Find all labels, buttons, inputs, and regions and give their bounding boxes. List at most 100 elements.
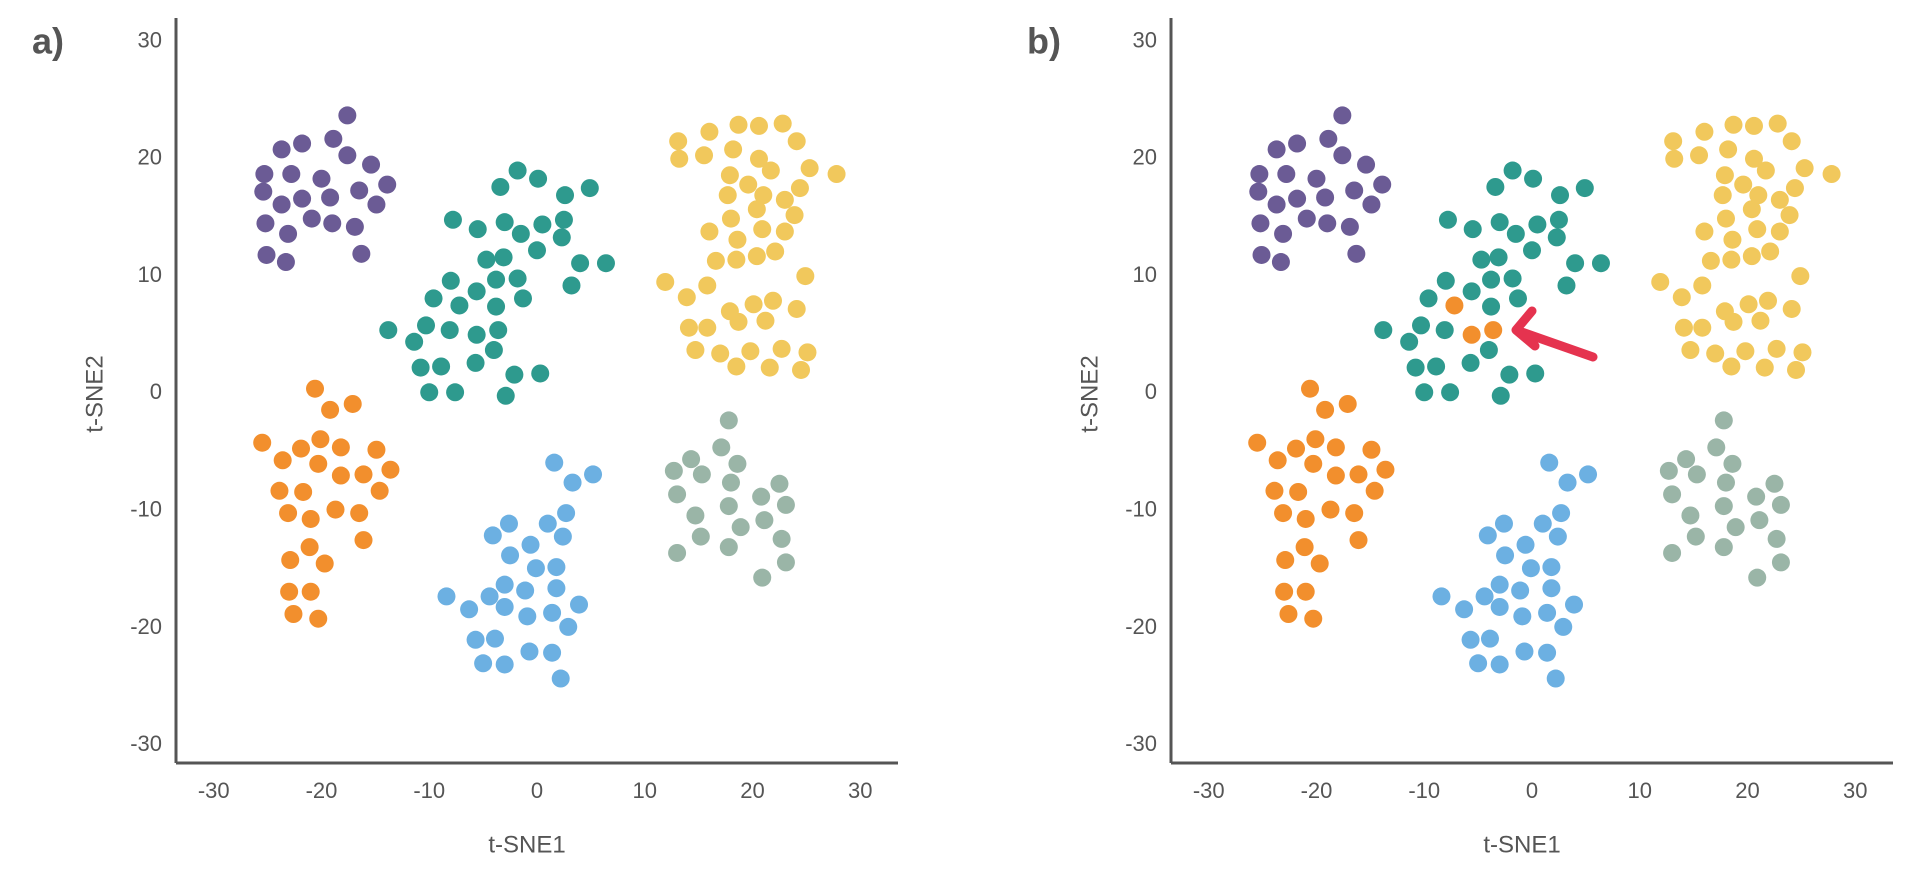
y-tick-label: 30 <box>138 27 162 52</box>
point <box>1693 276 1712 295</box>
point <box>1558 473 1577 492</box>
point <box>1765 474 1784 493</box>
point <box>1542 558 1561 577</box>
point <box>1552 504 1571 523</box>
point <box>1435 321 1454 340</box>
point <box>1275 582 1294 601</box>
point <box>474 654 493 673</box>
point <box>749 116 768 135</box>
point <box>554 210 573 229</box>
point <box>1432 587 1451 606</box>
point <box>1540 453 1559 472</box>
point <box>773 114 792 133</box>
point <box>1271 253 1290 272</box>
point <box>1491 386 1510 405</box>
point <box>354 531 373 550</box>
point <box>1795 159 1814 178</box>
point <box>1736 342 1755 361</box>
point <box>719 411 738 430</box>
y-tick-label: 0 <box>150 379 162 404</box>
point <box>1472 250 1491 269</box>
point <box>1751 311 1770 330</box>
point <box>1267 195 1286 214</box>
point <box>1780 206 1799 225</box>
point <box>776 495 795 514</box>
point <box>1277 165 1296 184</box>
point <box>1557 276 1576 295</box>
point <box>712 438 731 457</box>
point <box>1321 500 1340 519</box>
point <box>1347 244 1366 263</box>
point <box>668 485 687 504</box>
point <box>1265 481 1284 500</box>
point <box>511 224 530 243</box>
point <box>378 175 397 194</box>
point <box>1782 132 1801 151</box>
point <box>324 129 343 148</box>
point <box>1591 254 1610 273</box>
point <box>562 276 581 295</box>
point <box>1310 554 1329 573</box>
point <box>484 341 503 360</box>
x-tick-label: 10 <box>633 778 657 803</box>
x-tick-label: 20 <box>1735 778 1759 803</box>
point <box>424 289 443 308</box>
point <box>695 146 714 165</box>
y-axis-title: t-SNE2 <box>1076 355 1103 432</box>
y-tick-label: 0 <box>1145 379 1157 404</box>
point <box>367 440 386 459</box>
point <box>1748 220 1767 239</box>
point <box>1771 553 1790 572</box>
point <box>381 460 400 479</box>
point <box>1690 146 1709 165</box>
point <box>350 504 369 523</box>
point <box>1438 210 1457 229</box>
point <box>253 433 272 452</box>
point <box>798 343 817 362</box>
point <box>1528 215 1547 234</box>
point <box>309 609 328 628</box>
point <box>1316 400 1335 419</box>
point <box>302 209 321 228</box>
point <box>1693 318 1712 337</box>
point <box>1787 360 1806 379</box>
point <box>450 296 469 315</box>
point <box>686 506 705 525</box>
point <box>280 582 299 601</box>
point <box>1785 179 1804 198</box>
y-tick-label: 30 <box>1133 27 1157 52</box>
point <box>1252 245 1271 264</box>
point <box>1494 514 1513 533</box>
point <box>1748 568 1767 587</box>
x-tick-label: 30 <box>1843 778 1867 803</box>
point <box>1513 607 1532 626</box>
point <box>1723 230 1742 249</box>
point <box>279 504 298 523</box>
point <box>311 430 330 449</box>
point <box>508 161 527 180</box>
x-tick-label: -20 <box>306 778 338 803</box>
point <box>1251 214 1270 233</box>
point <box>323 214 342 233</box>
point <box>437 587 456 606</box>
x-tick-label: 20 <box>740 778 764 803</box>
point <box>1516 535 1535 554</box>
point <box>1546 669 1565 688</box>
point <box>686 341 705 360</box>
point <box>1755 358 1774 377</box>
point <box>496 386 515 405</box>
point <box>692 465 711 484</box>
y-tick-label: 20 <box>1133 145 1157 170</box>
point <box>495 597 514 616</box>
point <box>580 179 599 198</box>
point <box>547 579 566 598</box>
panel-label: a) <box>32 21 64 62</box>
point <box>495 575 514 594</box>
x-axis-title: t-SNE1 <box>488 831 565 858</box>
x-tick-label: 10 <box>1628 778 1652 803</box>
point <box>411 358 430 377</box>
point <box>1565 595 1584 614</box>
point <box>1490 213 1509 232</box>
point <box>1274 504 1293 523</box>
point <box>272 195 291 214</box>
